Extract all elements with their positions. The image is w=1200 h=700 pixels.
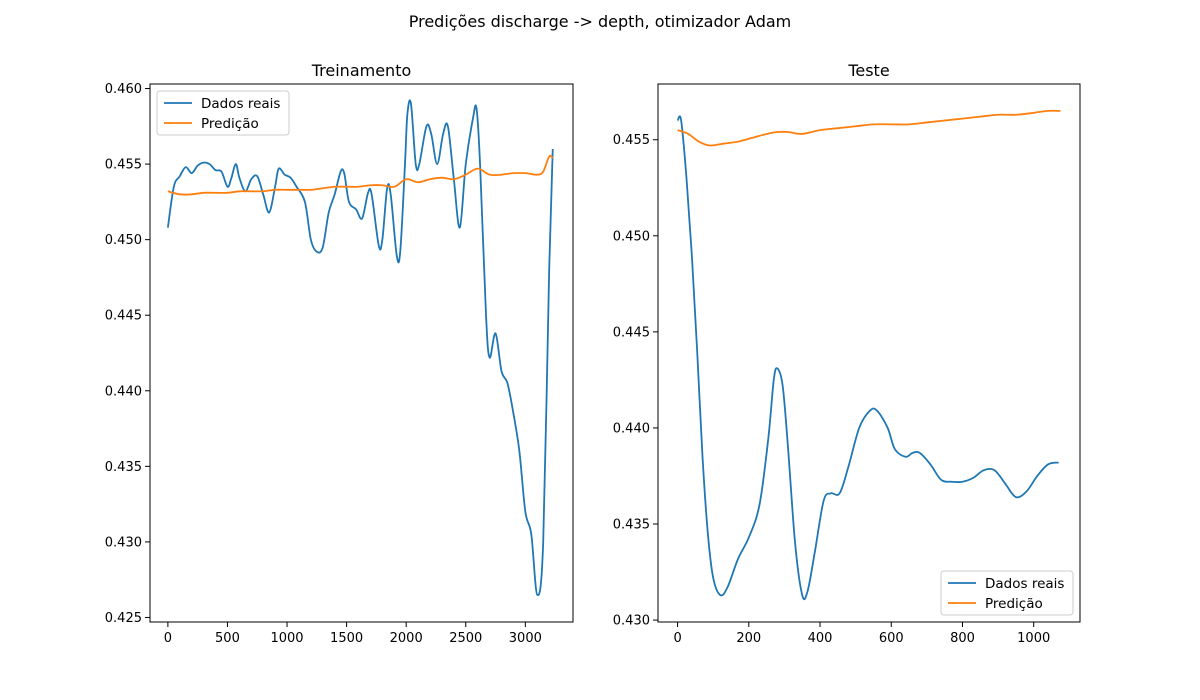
x-tick-label: 200	[736, 631, 761, 646]
x-tick-label: 600	[879, 631, 904, 646]
x-tick-label: 500	[215, 631, 240, 646]
x-tick-label: 1000	[1017, 631, 1050, 646]
subplot-title: Treinamento	[311, 61, 412, 80]
series-line-predicao	[167, 154, 554, 196]
y-tick-label: 0.445	[613, 325, 650, 340]
x-tick-label: 1500	[330, 631, 363, 646]
x-tick-label: 800	[950, 631, 975, 646]
subplot-title: Teste	[847, 61, 889, 80]
x-tick-label: 2000	[390, 631, 423, 646]
y-tick-label: 0.450	[613, 229, 650, 244]
legend-box	[156, 90, 290, 136]
y-tick-label: 0.440	[105, 384, 142, 399]
y-tick-label: 0.435	[613, 518, 650, 533]
y-tick-label: 0.445	[105, 309, 142, 324]
y-tick-label: 0.430	[613, 614, 650, 629]
legend: Dados reais Predição	[156, 90, 290, 136]
chart-treinamento: Treinamento 0 500 1000 1500 2000 2500 3000 0.425…	[105, 61, 574, 646]
axes-frame	[657, 83, 1081, 623]
y-tick-label: 0.455	[105, 158, 142, 173]
x-tick-label: 0	[164, 631, 172, 646]
x-tick-label: 1000	[270, 631, 303, 646]
series-line-dados-reais	[676, 115, 1059, 601]
y-tick-label: 0.430	[105, 535, 142, 550]
y-tick-label: 0.435	[105, 460, 142, 475]
x-tick-label: 0	[673, 631, 681, 646]
y-tick-label: 0.460	[105, 82, 142, 97]
x-tick-label: 3000	[509, 631, 542, 646]
x-tick-label: 2500	[449, 631, 482, 646]
series-group	[676, 109, 1061, 601]
legend: Dados reais Predição	[940, 570, 1074, 616]
legend-label: Dados reais	[201, 96, 280, 112]
legend-box	[940, 570, 1074, 616]
y-tick-label: 0.440	[613, 421, 650, 436]
series-group	[166, 99, 554, 597]
legend-label: Dados reais	[985, 576, 1064, 592]
y-tick-label: 0.425	[105, 611, 142, 626]
legend-label: Predição	[985, 596, 1043, 612]
series-line-predicao	[677, 109, 1061, 147]
x-tick-label: 400	[808, 631, 833, 646]
series-line-dados-reais	[166, 99, 554, 597]
y-tick-label: 0.450	[105, 233, 142, 248]
y-tick-label: 0.455	[613, 133, 650, 148]
figure-title: Predições discharge -> depth, otimizador…	[409, 12, 792, 31]
chart-teste: Teste 0 200 400 600 800 1000 0.430 0.435 0.440 0.4…	[613, 61, 1081, 646]
axes-frame	[149, 83, 574, 623]
legend-label: Predição	[201, 116, 259, 132]
